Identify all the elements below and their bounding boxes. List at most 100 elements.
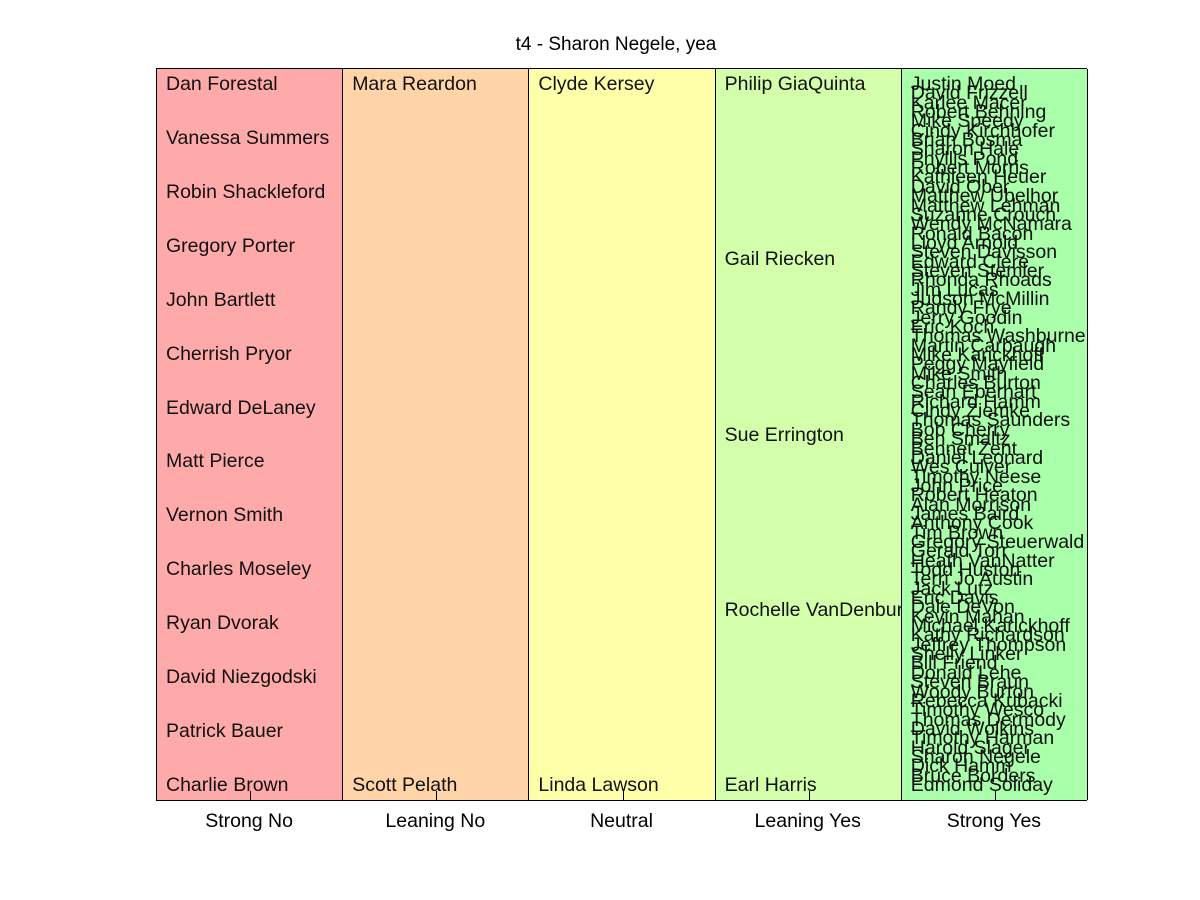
member-name: Bill Friend [910,652,998,675]
member-name: Thomas Saunders [910,409,1071,432]
member-name: Dan Forestal [166,73,278,95]
x-tick [994,791,996,800]
member-name: Timothy Harman [910,727,1055,750]
member-name: Jim Lucas [910,278,999,301]
chart-title: t4 - Sharon Negele, yea [515,34,717,55]
member-name: Patrick Bauer [166,720,284,743]
x-tick-label: Leaning No [385,810,486,832]
member-name: Bruce Borders [910,764,1036,787]
member-name: Donald Lehe [910,661,1022,684]
member-name: Edmond Soliday [910,774,1053,796]
member-name: Charles Burton [910,372,1041,395]
member-name: James Baird [910,502,1020,525]
member-name: Timothy Wesco [910,699,1045,722]
member-name: John Price [910,474,1003,497]
member-name: Lloyd Arnold [910,231,1019,254]
member-name: Philip GiaQuinta [724,73,866,95]
member-name: Steven Stemler [910,259,1045,282]
x-tick [622,791,624,800]
member-name: Michael Karickhoff [910,615,1070,638]
member-name: Ronald Bacon [910,222,1034,245]
member-name: Terri Jo Austin [910,568,1034,591]
member-name: Martin Carbaugh [910,334,1057,357]
member-name: Robert Morris [910,157,1029,180]
x-tick-label: Neutral [590,810,653,832]
x-tick [808,791,810,800]
x-tick-label: Strong No [205,810,293,832]
member-name: Earl Harris [724,774,817,796]
member-name: Judson McMillin [910,287,1050,310]
member-name: Bennet Zent [910,437,1018,460]
member-name: Bob Cherry [910,418,1010,441]
member-name: David Ober [910,175,1010,198]
member-name: Sue Errington [724,423,844,446]
member-name: Linda Lawson [538,774,659,796]
member-name: Woody Burton [910,680,1035,703]
member-name: Cindy Ziemke [910,400,1030,423]
member-name: Wendy McNamara [910,213,1072,236]
member-name: Dale DeVon [910,596,1015,619]
member-name: Sharon Negele [910,745,1041,768]
member-name: Timothy Neese [910,465,1042,488]
member-name: Mara Reardon [352,73,477,95]
member-name: Rebecca Kubacki [910,689,1063,712]
member-name: Karlee Macer [910,91,1027,114]
member-name: Jerry Goodin [910,306,1023,329]
member-name: Clyde Kersey [538,73,655,95]
member-name: David Niezgodski [166,666,317,689]
member-name: Robert Behning [910,101,1047,124]
member-name: Ryan Dvorak [166,612,279,635]
member-name: Mike Smith [910,362,1008,385]
member-name: Gregory Porter [166,234,295,257]
member-name: David Wolkins [910,717,1034,740]
column-strong-yes: Justin Moed David Frizzell Karlee Macer Rob… [901,69,1088,800]
member-name: Jeffrey Thompson [910,633,1067,656]
column-leaning-yes: Philip GiaQuinta Gail Riecken Sue Erringto… [715,69,925,800]
column-leaning-no: Mara Reardon Scott Pelath [343,69,530,800]
x-tick-label: Strong Yes [946,810,1042,832]
member-name: Phyllis Pond [910,147,1019,170]
member-name: Wes Culver [910,456,1012,479]
member-name: Thomas Washburne [910,325,1086,348]
member-name: Edward DeLaney [166,396,316,419]
member-name: Charlie Brown [166,774,289,796]
member-name: Ben Smaltz [910,428,1011,451]
member-name: Kathy Richardson [910,624,1065,647]
member-name: Steven Braun [910,671,1029,694]
member-name: Thomas Dermody [910,708,1066,731]
member-name: Daniel Leonard [910,446,1044,469]
member-name: Todd Huston [910,559,1021,582]
column-neutral: Clyde Kersey Linda Lawson [529,69,716,800]
member-name: Mike Speedy [910,110,1024,133]
member-name: Eric Koch [910,316,995,338]
member-name: Robert Heaton [910,484,1038,507]
member-name: Cherrish Pryor [166,342,292,365]
member-name: Vanessa Summers [166,126,330,149]
member-name: Kathleen Heuer [910,166,1047,189]
member-name: Jack Lutz [910,577,994,600]
member-name: Matthew Lehman [910,194,1061,217]
member-name: Gregory Steuerwald [910,530,1085,553]
member-name: Justin Moed [910,73,1016,95]
plot-area: Dan Forestal Vanessa Summers Robin Shackle… [156,68,1088,801]
member-name: Rochelle VanDenburgh [724,598,925,621]
member-name: Alan Morrison [910,493,1032,516]
member-name: Mike Karickhoff [910,344,1044,367]
member-name: Matthew Ubelhor [910,185,1059,208]
member-name: Shelly Linker [910,643,1023,666]
x-tick [436,791,438,800]
member-name: Suzanne Crouch [910,203,1057,226]
member-name: Dick Hamm [910,755,1012,778]
member-name: Cindy Kirchhofer [910,119,1055,142]
member-name: David Frizzell [910,82,1028,105]
member-name: Edward Clere [910,250,1029,273]
member-name: Charles Moseley [166,558,312,581]
member-name: Matt Pierce [166,450,265,473]
x-tick-label: Leaning Yes [754,810,861,832]
member-name: John Bartlett [166,288,276,311]
member-name: Sean Eberhart [910,381,1037,404]
member-name: Gerald Torr [910,540,1008,563]
member-name: Heath VanNatter [910,549,1055,572]
member-name: Sharon Hale [910,138,1020,161]
x-tick [250,791,252,800]
